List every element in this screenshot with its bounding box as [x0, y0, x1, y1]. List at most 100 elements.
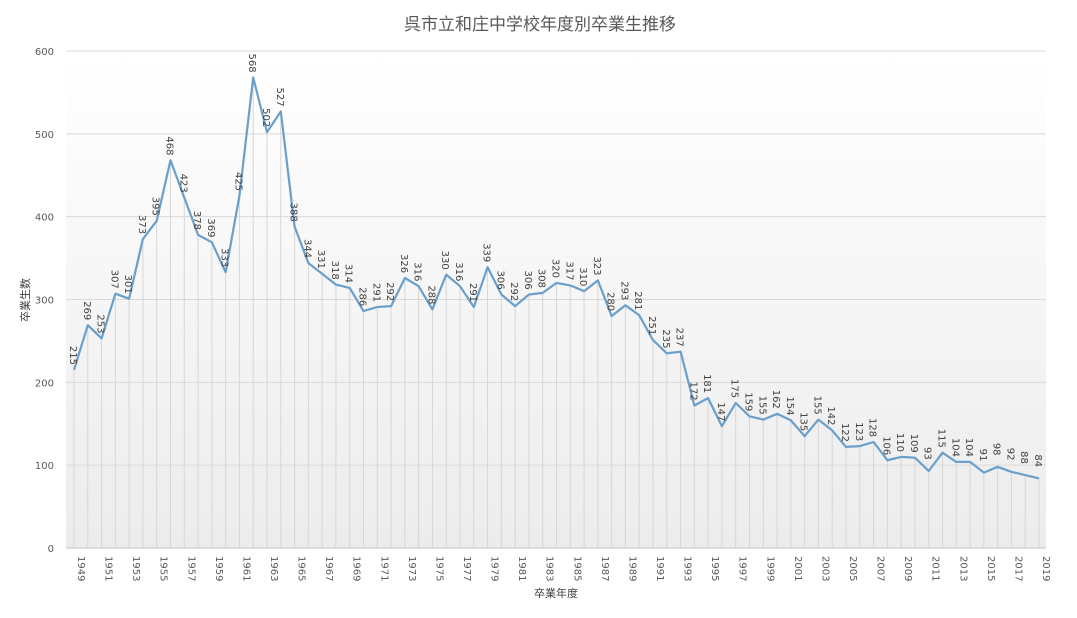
data-label: 135: [798, 412, 809, 431]
y-tick-label: 100: [35, 461, 54, 472]
x-tick-label: 1991: [654, 556, 665, 581]
x-tick-label: 2013: [957, 556, 968, 581]
y-tick-label: 0: [48, 544, 54, 555]
data-label: 425: [232, 172, 243, 191]
data-label: 568: [246, 54, 257, 73]
data-label: 122: [839, 423, 850, 442]
data-label: 301: [122, 275, 133, 294]
x-tick-label: 1979: [489, 556, 500, 581]
x-tick-label: 1977: [461, 556, 472, 581]
x-tick-label: 1975: [433, 556, 444, 581]
x-tick-label: 1961: [240, 556, 251, 581]
x-tick-label: 2001: [792, 556, 803, 581]
x-tick-label: 2005: [847, 556, 858, 581]
x-tick-label: 1989: [626, 556, 637, 581]
y-tick-label: 500: [35, 130, 54, 141]
x-tick-label: 1955: [158, 556, 169, 581]
data-label: 98: [991, 443, 1002, 456]
data-label: 326: [398, 254, 409, 273]
x-tick-label: 2009: [902, 556, 913, 581]
data-label: 330: [439, 251, 450, 270]
data-label: 147: [715, 402, 726, 421]
x-tick-label: 1963: [268, 556, 279, 581]
x-tick-label: 2019: [1040, 556, 1051, 581]
x-axis-ticks: 1949 1951 1953 1955 1957 1959 1961 1963 1965 1967…: [75, 556, 1051, 581]
x-tick-label: 2003: [819, 556, 830, 581]
data-label: 286: [357, 287, 368, 306]
y-tick-label: 600: [35, 47, 54, 58]
data-label: 378: [191, 211, 202, 230]
data-label: 291: [467, 283, 478, 302]
data-label: 316: [453, 262, 464, 281]
x-tick-label: 2017: [1012, 556, 1023, 581]
data-label: 93: [922, 447, 933, 460]
y-axis-title: 卒業生数: [18, 278, 32, 322]
data-label: 106: [880, 436, 891, 455]
x-tick-label: 1985: [571, 556, 582, 581]
data-label: 527: [274, 87, 285, 106]
x-tick-label: 1953: [130, 556, 141, 581]
y-axis-ticks: 0 100 200 300 400 500 600: [35, 47, 54, 555]
x-tick-label: 2015: [985, 556, 996, 581]
x-tick-label: 1983: [544, 556, 555, 581]
data-label: 123: [853, 422, 864, 441]
data-label: 88: [1018, 451, 1029, 464]
data-label: 333: [219, 248, 230, 267]
x-tick-label: 2007: [875, 556, 886, 581]
data-label: 104: [949, 438, 960, 457]
data-label: 310: [577, 267, 588, 286]
y-tick-label: 400: [35, 213, 54, 224]
data-label: 306: [522, 271, 533, 290]
x-tick-label: 1951: [103, 556, 114, 581]
x-tick-label: 1971: [378, 556, 389, 581]
data-label: 92: [1004, 448, 1015, 461]
data-label: 235: [660, 329, 671, 348]
x-tick-label: 1997: [737, 556, 748, 581]
data-label: 237: [674, 328, 685, 347]
data-label: 154: [784, 396, 795, 415]
data-label: 423: [177, 174, 188, 193]
x-axis-title: 卒業年度: [534, 586, 578, 600]
data-label: 172: [687, 382, 698, 401]
data-label: 110: [894, 433, 905, 452]
series-line: [72, 76, 1040, 480]
data-label: 104: [963, 438, 974, 457]
data-label: 280: [605, 292, 616, 311]
data-label: 293: [618, 281, 629, 300]
data-label: 142: [825, 406, 836, 425]
data-label: 181: [701, 374, 712, 393]
x-tick-label: 1949: [75, 556, 86, 581]
data-label: 317: [563, 261, 574, 280]
x-tick-label: 1973: [406, 556, 417, 581]
data-label: 291: [370, 283, 381, 302]
x-tick-label: 1999: [764, 556, 775, 581]
data-label: 339: [481, 243, 492, 262]
data-label: 288: [425, 285, 436, 304]
data-label: 331: [315, 250, 326, 269]
data-label: 395: [150, 197, 161, 216]
data-label: 128: [867, 418, 878, 437]
data-label: 162: [770, 390, 781, 409]
x-tick-label: 1987: [599, 556, 610, 581]
x-tick-label: 1969: [351, 556, 362, 581]
data-label: 159: [743, 392, 754, 411]
data-label: 344: [301, 239, 312, 258]
data-label: 318: [329, 261, 340, 280]
data-label: 115: [936, 429, 947, 448]
data-label: 316: [412, 262, 423, 281]
x-tick-label: 1959: [213, 556, 224, 581]
x-tick-label: 1993: [682, 556, 693, 581]
data-label: 215: [67, 346, 78, 365]
data-label: 306: [494, 271, 505, 290]
data-label: 292: [384, 282, 395, 301]
data-label: 369: [205, 218, 216, 237]
x-tick-label: 1957: [185, 556, 196, 581]
y-tick-label: 300: [35, 296, 54, 307]
data-label: 502: [260, 108, 271, 127]
data-label: 320: [550, 259, 561, 278]
data-label: 388: [288, 203, 299, 222]
data-label: 468: [164, 136, 175, 155]
x-tick-label: 1995: [709, 556, 720, 581]
